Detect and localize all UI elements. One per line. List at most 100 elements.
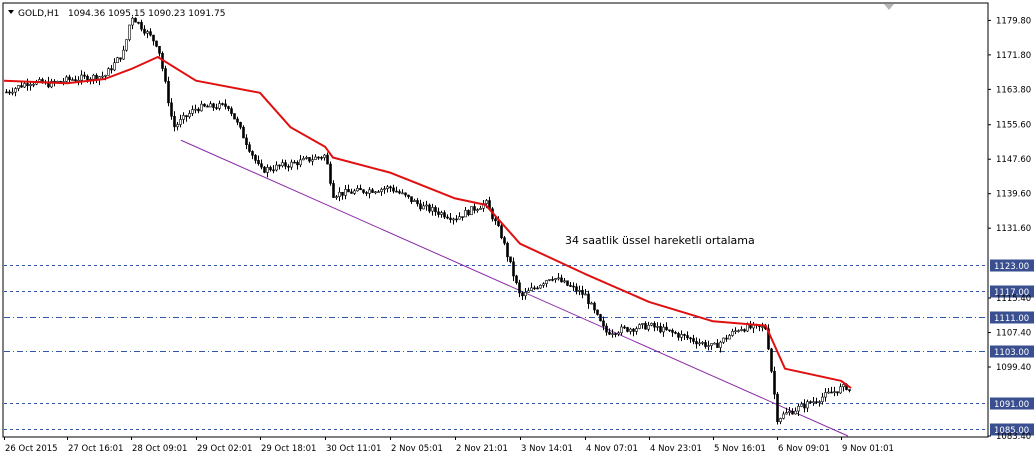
price-candle bbox=[647, 321, 650, 332]
level-price-tag bbox=[990, 285, 1034, 298]
price-candle bbox=[731, 328, 734, 337]
price-candle bbox=[707, 340, 710, 351]
price-candle bbox=[458, 212, 461, 220]
price-candle bbox=[290, 159, 293, 170]
price-candle bbox=[380, 187, 383, 196]
price-candle bbox=[620, 324, 623, 336]
price-candle bbox=[701, 341, 704, 346]
price-candle bbox=[824, 388, 827, 402]
dropdown-triangle-icon[interactable] bbox=[8, 10, 14, 14]
price-candle bbox=[503, 235, 506, 246]
channel-trendline[interactable] bbox=[180, 139, 849, 437]
price-candle bbox=[590, 301, 593, 305]
price-candle bbox=[158, 45, 161, 57]
price-candle bbox=[107, 67, 110, 76]
price-candle bbox=[827, 388, 830, 394]
price-candle bbox=[185, 115, 188, 122]
price-candle bbox=[248, 141, 251, 153]
price-candle bbox=[734, 327, 737, 335]
price-candle bbox=[848, 389, 851, 393]
price-candle bbox=[770, 347, 773, 373]
price-candle bbox=[281, 159, 284, 168]
x-tick-label: 6 Nov 09:01 bbox=[778, 444, 830, 454]
price-candle bbox=[164, 65, 167, 84]
price-candle bbox=[245, 134, 248, 150]
price-candle bbox=[353, 188, 356, 195]
price-candle bbox=[275, 161, 278, 172]
price-candle bbox=[287, 164, 290, 172]
price-candle bbox=[632, 327, 635, 337]
price-candle bbox=[362, 189, 365, 195]
price-candle bbox=[170, 98, 173, 120]
price-candle bbox=[833, 386, 836, 397]
price-candle bbox=[350, 188, 353, 194]
price-candle bbox=[326, 152, 329, 165]
level-price-label: 1091.00 bbox=[994, 400, 1029, 410]
price-candle bbox=[5, 89, 8, 94]
chart-shift-icon[interactable] bbox=[884, 4, 894, 10]
price-candle bbox=[425, 200, 428, 211]
price-candle bbox=[689, 336, 692, 343]
price-candle bbox=[176, 121, 179, 131]
x-tick-label: 29 Oct 02:01 bbox=[197, 444, 252, 454]
price-candle bbox=[776, 392, 779, 425]
price-candle bbox=[842, 383, 845, 392]
price-candle bbox=[683, 333, 686, 340]
price-candle bbox=[320, 156, 323, 161]
y-tick-label: 1139.60 bbox=[996, 190, 1031, 200]
price-candle bbox=[416, 198, 419, 207]
price-candle bbox=[533, 285, 536, 290]
price-candle bbox=[545, 279, 548, 288]
price-candle bbox=[617, 331, 620, 337]
price-candle bbox=[740, 326, 743, 332]
ema-annotation: 34 saatlik üssel hareketli ortalama bbox=[565, 234, 755, 247]
price-candle bbox=[677, 331, 680, 341]
price-candle bbox=[527, 287, 530, 293]
price-candle bbox=[536, 286, 539, 290]
level-price-label: 1085.00 bbox=[994, 426, 1029, 436]
price-candle bbox=[293, 160, 296, 164]
price-candle bbox=[506, 241, 509, 262]
price-candle bbox=[638, 323, 641, 330]
price-candle bbox=[218, 100, 221, 111]
price-candle bbox=[131, 16, 134, 30]
y-tick-label: 1147.60 bbox=[996, 155, 1031, 165]
symbol-label: GOLD,H1 bbox=[18, 9, 59, 19]
x-tick-label: 26 Oct 2015 bbox=[5, 444, 58, 454]
price-candle bbox=[149, 28, 152, 37]
price-candle bbox=[476, 208, 479, 213]
price-candle bbox=[686, 331, 689, 341]
price-candle bbox=[800, 401, 803, 407]
price-candle bbox=[377, 189, 380, 193]
price-candle bbox=[557, 272, 560, 281]
price-candle bbox=[650, 322, 653, 327]
price-candle bbox=[542, 282, 545, 288]
price-candle bbox=[593, 301, 596, 314]
x-tick-label: 9 Nov 01:01 bbox=[842, 444, 894, 454]
ema-34-line[interactable] bbox=[3, 56, 852, 389]
price-candle bbox=[554, 278, 557, 283]
price-candle bbox=[743, 328, 746, 333]
price-candle bbox=[500, 222, 503, 240]
price-candle bbox=[233, 113, 236, 120]
ohlc-values: 1094.36 1095.15 1090.23 1091.75 bbox=[68, 9, 225, 19]
price-candle bbox=[182, 112, 185, 124]
price-candle bbox=[728, 334, 731, 340]
price-candle bbox=[479, 205, 482, 210]
price-candle bbox=[278, 164, 281, 170]
price-candle bbox=[17, 85, 20, 92]
price-candle bbox=[539, 284, 542, 289]
price-candle bbox=[302, 156, 305, 161]
price-candle bbox=[467, 209, 470, 217]
price-candle bbox=[680, 330, 683, 342]
price-candle bbox=[11, 87, 14, 96]
x-tick-label: 27 Oct 16:01 bbox=[68, 444, 123, 454]
price-candle bbox=[419, 199, 422, 212]
price-candle bbox=[614, 332, 617, 338]
price-candle bbox=[341, 191, 344, 200]
price-candle bbox=[209, 101, 212, 108]
x-tick-label: 29 Oct 18:01 bbox=[261, 444, 316, 454]
x-tick-label: 30 Oct 11:01 bbox=[326, 444, 381, 454]
